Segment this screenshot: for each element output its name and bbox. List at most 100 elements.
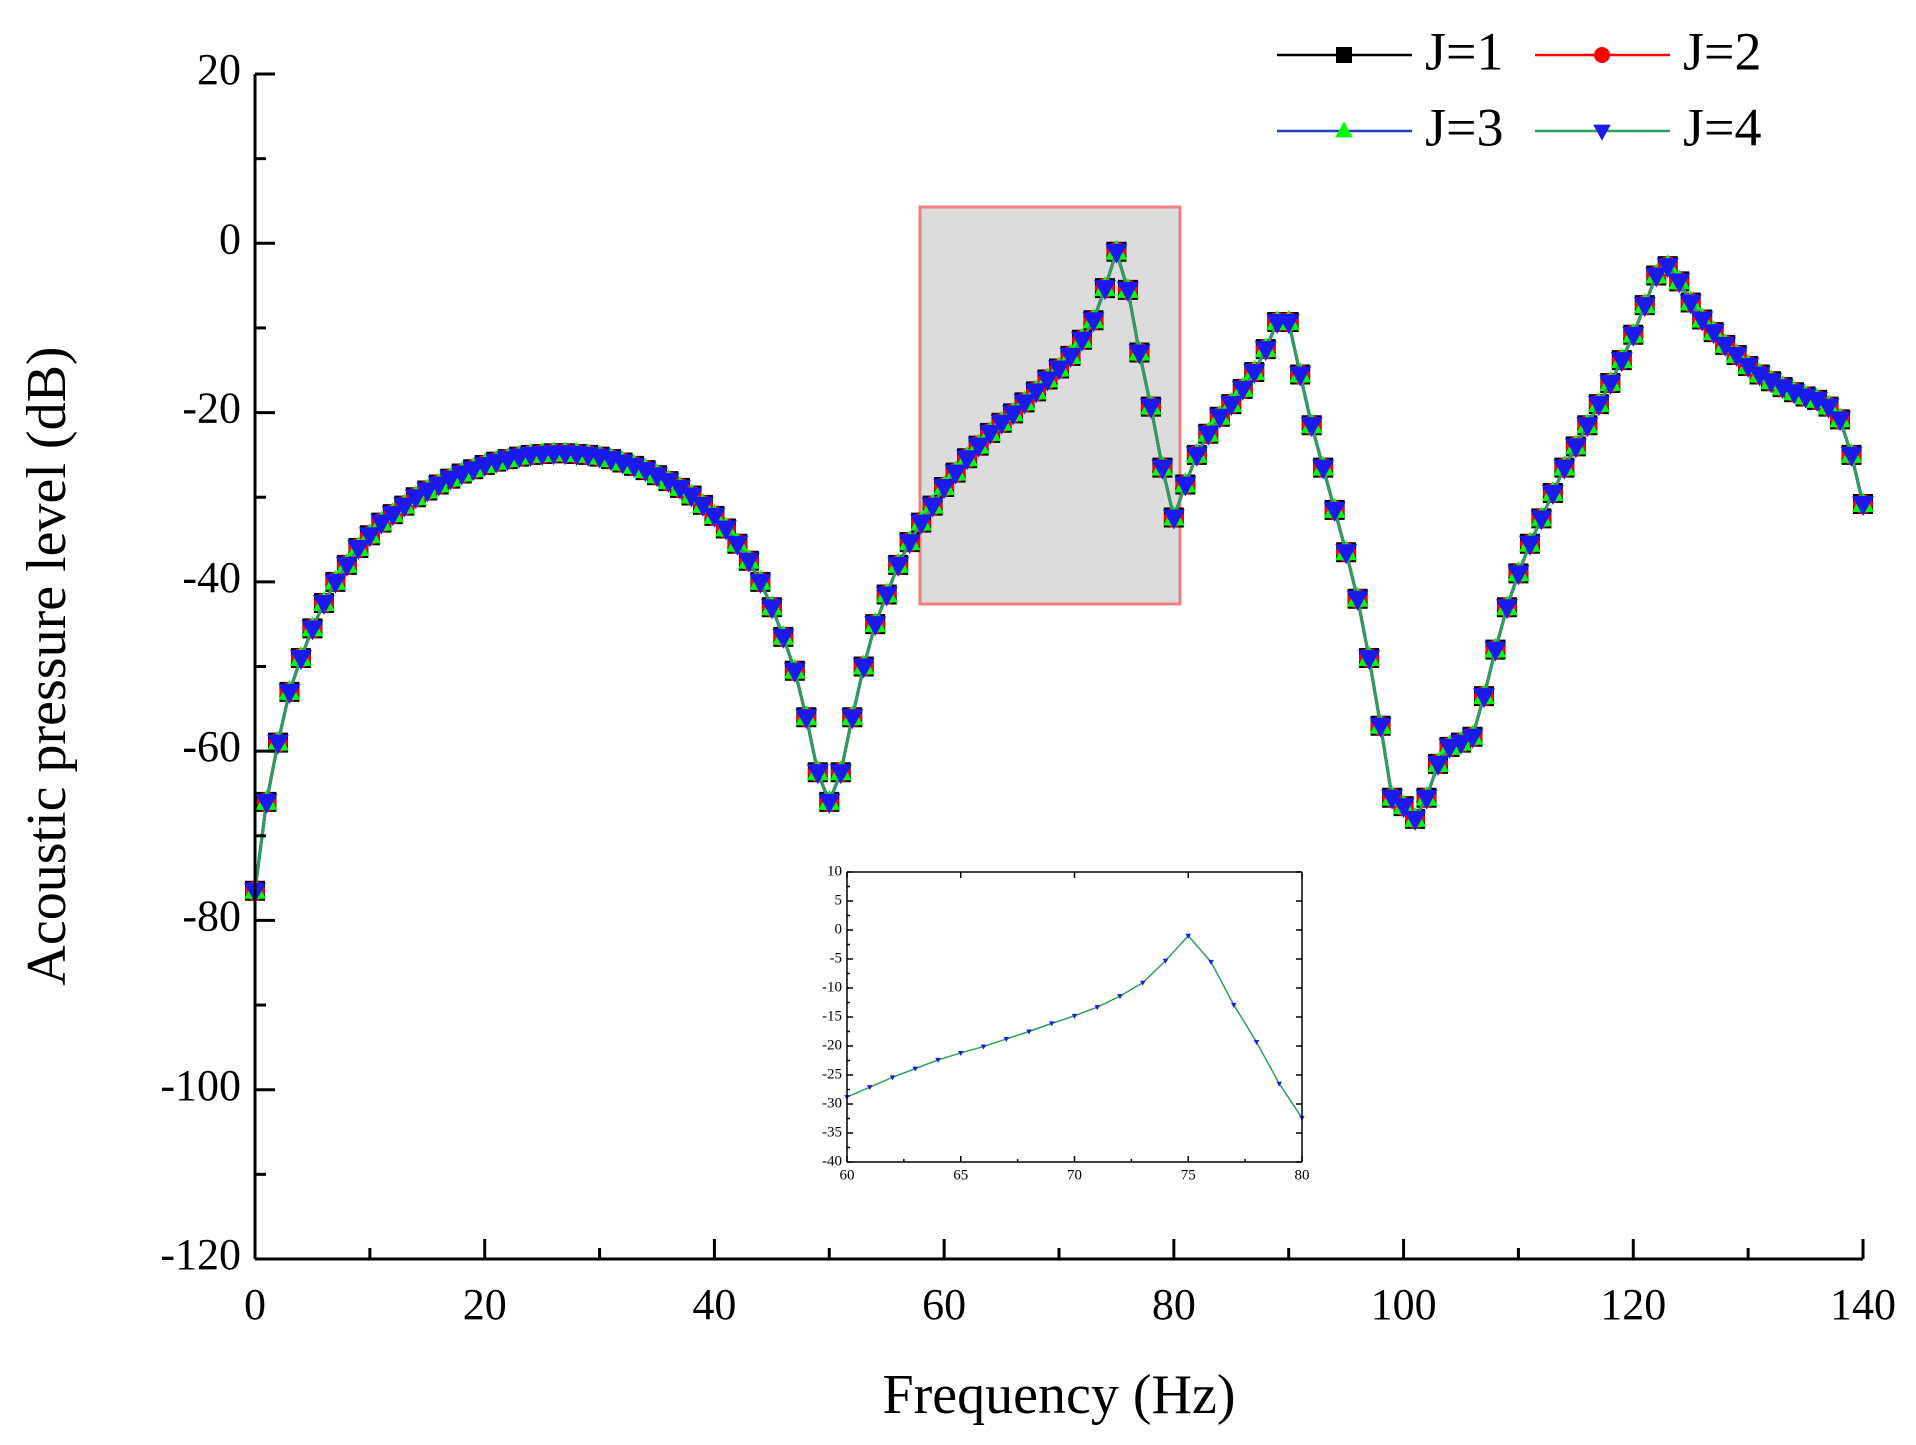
marker [1002,405,1025,426]
marker [301,620,324,641]
marker [1003,1037,1009,1043]
marker [646,467,668,488]
marker [1036,371,1059,392]
marker [737,552,760,573]
marker [1231,1002,1237,1008]
marker [1220,396,1243,417]
marker [1105,243,1128,264]
marker [889,1075,896,1081]
y-tick-label: -15 [822,1008,842,1024]
legend-marker [1594,47,1610,63]
marker [1530,510,1553,531]
marker [1151,459,1174,480]
marker [898,534,921,555]
marker [1840,446,1863,467]
marker [1197,425,1220,446]
y-tick-label: 10 [827,863,842,879]
zoom-region [918,205,1182,606]
legend-marker [1593,124,1611,141]
marker [1253,1039,1260,1045]
legend-marker [1335,121,1353,138]
marker [772,628,795,649]
marker [1599,374,1622,395]
x-tick-label: 20 [463,1280,507,1329]
x-tick-label: 140 [1830,1280,1896,1329]
x-tick-label: 80 [1152,1280,1196,1329]
y-tick-label: -60 [182,722,241,771]
marker [289,650,312,671]
marker [979,424,1002,445]
marker [1094,1005,1100,1011]
x-tick-label: 120 [1600,1280,1666,1329]
marker [1093,280,1116,301]
marker [1048,360,1070,381]
marker [1289,366,1312,387]
marker [1381,789,1404,810]
marker [910,514,933,535]
marker [381,506,404,527]
marker [1472,688,1495,709]
marker [1312,459,1335,480]
y-tick-label: -80 [182,892,241,941]
y-tick-label: -100 [160,1061,241,1110]
marker [1128,344,1151,365]
marker [1852,495,1874,516]
series-group [244,239,1874,903]
marker [829,764,852,785]
marker [255,793,278,814]
marker [703,507,726,528]
marker [278,683,301,704]
marker [1323,501,1346,522]
marker [1576,417,1599,438]
x-tick-label: 80 [1295,1167,1310,1183]
marker [1082,312,1105,333]
marker [1208,408,1231,429]
y-tick-label: -40 [182,553,241,602]
marker [427,476,450,497]
marker [933,479,956,500]
marker [1404,810,1427,831]
marker [266,734,289,755]
marker [1277,314,1300,335]
y-axis-label: Acoustic pressure level (dB) [16,346,78,985]
marker [1208,959,1214,965]
marker [1358,650,1381,671]
marker [1174,476,1197,497]
marker [1714,336,1737,357]
marker [324,573,347,594]
marker [864,616,887,637]
y-tick-label: -5 [830,950,843,966]
marker [875,586,898,607]
marker [1610,352,1633,373]
marker [1185,933,1191,939]
marker [1633,297,1656,318]
legend-marker [1336,47,1352,63]
marker [956,450,979,471]
marker [1817,398,1840,419]
axes [846,871,1303,1163]
marker [335,556,358,577]
marker [852,658,875,679]
marker [404,489,427,510]
marker [312,595,335,616]
marker [1461,728,1484,749]
marker [1392,798,1415,819]
marker [1829,411,1852,432]
y-tick-label: -30 [822,1095,842,1111]
marker [1518,535,1541,556]
y-tick-label: 20 [197,45,241,94]
x-tick-label: 65 [953,1167,968,1183]
marker [795,709,818,730]
marker [1162,509,1185,530]
marker [416,482,439,503]
marker [980,1044,987,1050]
marker [1541,484,1564,505]
marker [1243,363,1266,384]
y-tick-label: -120 [160,1230,241,1279]
marker [439,470,462,491]
marker [760,599,783,620]
marker [912,1066,918,1072]
marker [1806,391,1829,412]
marker [1335,544,1358,565]
